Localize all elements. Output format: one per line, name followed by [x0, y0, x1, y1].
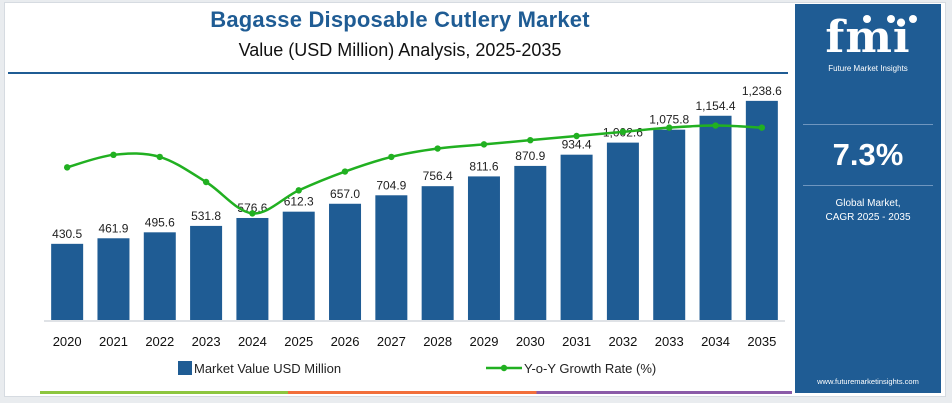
growth-point-2027: [388, 153, 395, 161]
bar-value-label-2035: 1,238.6: [742, 84, 782, 98]
bar-2028: [421, 186, 454, 320]
bar-2034: [699, 115, 732, 320]
legend-bar-label: Market Value USD Million: [194, 361, 341, 376]
x-tick-label-2035: 2035: [747, 334, 776, 349]
bar-value-label-2028: 756.4: [423, 169, 453, 183]
legend-line-label: Y-o-Y Growth Rate (%): [524, 361, 656, 376]
chart-area: 430.52020461.92021495.62022531.82023576.…: [44, 84, 785, 376]
growth-point-2022: [156, 153, 163, 161]
bar-2029: [467, 176, 500, 320]
logo-dots-icon: [863, 15, 917, 23]
side-panel: fmi Future Market Insights 7.3% Global M…: [795, 4, 941, 393]
x-tick-label-2020: 2020: [53, 334, 82, 349]
x-tick-label-2030: 2030: [516, 334, 545, 349]
bar-2033: [653, 129, 686, 320]
x-tick-label-2023: 2023: [192, 334, 221, 349]
growth-point-2020: [63, 164, 71, 171]
growth-point-2024: [249, 210, 256, 217]
x-tick-label-2033: 2033: [655, 334, 684, 349]
growth-point-2033: [666, 124, 673, 131]
side-divider-top: [803, 124, 933, 125]
growth-point-2035: [758, 124, 766, 131]
bar-2030: [514, 165, 547, 320]
side-divider-middle: [803, 185, 933, 186]
x-tick-label-2028: 2028: [423, 334, 452, 349]
bar-2026: [329, 203, 362, 320]
bar-2032: [606, 142, 639, 320]
legend-bar-swatch: [178, 361, 192, 375]
growth-point-2026: [341, 168, 349, 175]
growth-rate-line: [66, 124, 762, 215]
x-tick-label-2025: 2025: [284, 334, 313, 349]
cagr-label-line2: CAGR 2025 - 2035: [825, 212, 911, 223]
bar-2021: [97, 238, 130, 320]
bar-2035: [745, 100, 778, 321]
bar-2024: [236, 217, 269, 320]
growth-point-2034: [712, 122, 719, 129]
x-tick-label-2034: 2034: [701, 334, 730, 349]
x-tick-label-2022: 2022: [145, 334, 174, 349]
cagr-label: Global Market, CAGR 2025 - 2035: [795, 197, 941, 225]
bar-value-label-2034: 1,154.4: [696, 99, 736, 113]
x-tick-label-2031: 2031: [562, 334, 591, 349]
growth-point-2028: [434, 145, 441, 152]
chart-title: Bagasse Disposable Cutlery Market: [210, 7, 590, 32]
x-tick-label-2032: 2032: [608, 334, 637, 349]
bar-value-label-2033: 1,075.8: [649, 113, 689, 127]
x-tick-label-2026: 2026: [331, 334, 360, 349]
x-tick-label-2024: 2024: [238, 334, 267, 349]
growth-point-2021: [110, 151, 117, 159]
bar-2025: [282, 211, 315, 320]
bar-2022: [143, 232, 176, 320]
growth-point-2023: [202, 178, 210, 186]
bar-2023: [190, 225, 223, 320]
bar-value-label-2029: 811.6: [469, 159, 498, 173]
growth-point-2029: [480, 141, 488, 148]
cagr-label-line1: Global Market,: [835, 198, 901, 209]
growth-point-2025: [295, 187, 302, 194]
bar-value-label-2021: 461.9: [98, 221, 128, 235]
bar-2031: [560, 154, 593, 320]
cagr-value: 7.3%: [832, 137, 904, 172]
bar-value-label-2022: 495.6: [145, 215, 175, 229]
x-tick-label-2027: 2027: [377, 334, 406, 349]
logo-tagline: Future Market Insights: [828, 64, 908, 73]
growth-point-2032: [619, 128, 627, 136]
legend-line-marker: [500, 364, 508, 372]
website-link[interactable]: www.futuremarketinsights.com: [817, 377, 919, 386]
bar-value-label-2023: 531.8: [191, 209, 221, 223]
bar-2020: [51, 243, 84, 320]
bar-value-label-2030: 870.9: [515, 149, 545, 163]
chart-subtitle: Value (USD Million) Analysis, 2025-2035: [238, 40, 562, 60]
fmi-logo: fmi: [825, 12, 911, 63]
bar-value-label-2020: 430.5: [52, 227, 82, 241]
title-divider: [8, 72, 788, 74]
bar-value-label-2027: 704.9: [376, 178, 406, 192]
bar-2027: [375, 195, 408, 320]
bar-value-label-2026: 657.0: [330, 187, 360, 201]
bar-value-label-2025: 612.3: [284, 195, 314, 209]
x-tick-label-2021: 2021: [99, 334, 128, 349]
growth-point-2030: [527, 136, 534, 144]
bottom-color-stripe: [40, 391, 792, 394]
growth-point-2031: [573, 132, 580, 140]
bar-value-label-2031: 934.4: [562, 138, 592, 152]
x-tick-label-2029: 2029: [470, 334, 499, 349]
